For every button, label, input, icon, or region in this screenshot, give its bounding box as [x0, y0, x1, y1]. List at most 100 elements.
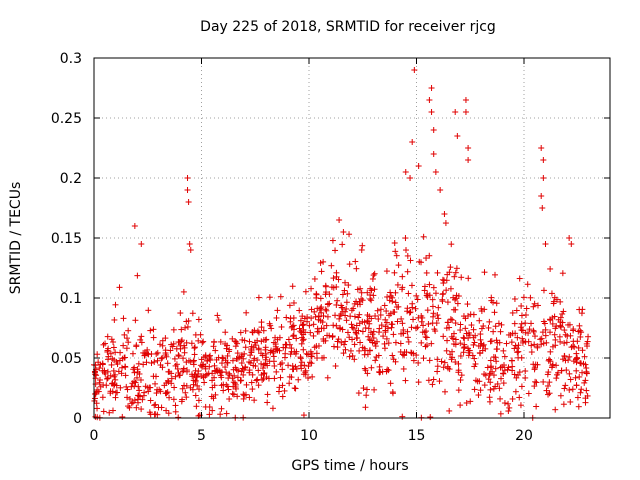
y-tick-label: 0	[73, 411, 82, 427]
data-point	[407, 257, 414, 264]
data-point	[537, 336, 544, 343]
data-point	[258, 360, 265, 367]
data-point	[177, 345, 184, 352]
data-point	[186, 241, 193, 247]
data-point	[120, 342, 127, 349]
data-point	[172, 373, 179, 380]
data-point	[444, 299, 451, 306]
data-point	[561, 327, 568, 334]
data-point	[304, 318, 311, 325]
data-point	[522, 374, 529, 381]
data-point	[410, 357, 417, 364]
data-point	[500, 370, 507, 377]
data-point	[392, 339, 399, 346]
data-point	[255, 382, 262, 389]
data-point	[402, 377, 409, 384]
data-point	[147, 384, 154, 391]
data-point	[153, 373, 160, 380]
data-point	[264, 391, 271, 398]
data-point	[283, 314, 290, 321]
data-point	[349, 352, 356, 359]
data-point	[493, 346, 500, 353]
data-point	[242, 344, 249, 351]
data-point	[119, 413, 126, 420]
data-point	[371, 286, 378, 293]
data-point	[584, 343, 591, 350]
data-point	[99, 394, 106, 401]
data-point	[192, 392, 199, 399]
data-point	[487, 357, 494, 364]
data-point	[324, 313, 331, 320]
data-point	[376, 363, 383, 370]
data-point	[334, 297, 341, 304]
data-point	[102, 340, 109, 347]
data-point	[395, 262, 402, 269]
data-point	[584, 338, 591, 345]
data-point	[454, 300, 461, 307]
data-point	[336, 315, 343, 322]
data-point	[430, 284, 437, 291]
data-point	[527, 294, 534, 301]
data-point	[525, 390, 532, 397]
data-point	[234, 355, 241, 362]
data-point	[355, 327, 362, 334]
data-point	[118, 370, 125, 377]
data-point	[218, 360, 225, 367]
data-point	[487, 386, 494, 393]
data-point	[170, 396, 177, 403]
data-point	[565, 357, 572, 364]
data-point	[298, 340, 305, 347]
data-point	[191, 345, 198, 352]
data-point	[525, 338, 532, 345]
data-point	[158, 404, 165, 411]
data-point	[286, 380, 293, 387]
data-point	[187, 359, 194, 366]
data-point	[274, 307, 281, 314]
data-point	[512, 388, 519, 395]
data-points	[91, 67, 592, 421]
data-point	[337, 312, 344, 319]
data-point	[481, 382, 488, 389]
data-point	[522, 320, 529, 327]
data-point	[138, 241, 145, 247]
data-point	[120, 315, 127, 322]
data-point	[107, 350, 114, 357]
data-point	[443, 277, 450, 284]
data-point	[476, 317, 483, 324]
data-point	[538, 335, 545, 342]
data-point	[159, 354, 166, 361]
data-point	[324, 300, 331, 307]
data-point	[410, 316, 417, 323]
data-point	[503, 340, 510, 347]
data-point	[314, 355, 321, 362]
data-point	[546, 379, 553, 386]
data-point	[285, 336, 292, 343]
data-point	[557, 323, 564, 330]
data-point	[195, 337, 202, 344]
data-point	[389, 298, 396, 305]
data-point	[139, 396, 146, 403]
data-point	[515, 342, 522, 349]
data-point	[408, 282, 415, 289]
data-point	[505, 400, 512, 407]
data-point	[364, 386, 371, 393]
data-point	[337, 325, 344, 332]
data-point	[212, 368, 219, 375]
data-point	[522, 311, 529, 318]
data-point	[455, 387, 462, 394]
data-point	[183, 339, 190, 346]
data-point	[538, 145, 545, 151]
data-point	[464, 301, 471, 308]
data-point	[566, 386, 573, 393]
data-point	[303, 350, 310, 357]
data-point	[288, 345, 295, 352]
data-point	[506, 404, 513, 411]
data-point	[359, 328, 366, 335]
data-point	[298, 334, 305, 341]
data-point	[272, 341, 279, 348]
data-point	[546, 356, 553, 363]
data-point	[315, 313, 322, 320]
data-point	[268, 325, 275, 332]
data-point	[339, 241, 346, 248]
y-tick-label: 0.15	[51, 231, 82, 247]
